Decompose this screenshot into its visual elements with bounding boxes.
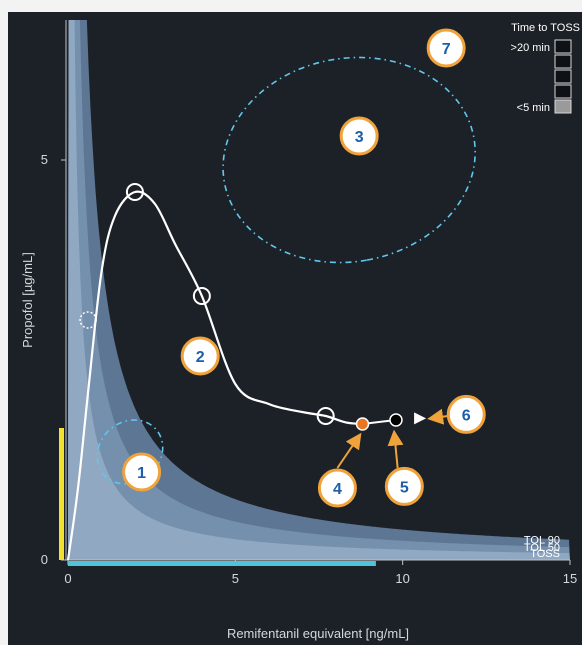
legend-swatch [554,39,572,54]
x-tick-label: 15 [563,571,577,586]
x-axis-title: Remifentanil equivalent [ng/mL] [227,626,409,641]
legend-swatch [554,54,572,69]
legend-top-label: >20 min [511,42,550,54]
band-toss [68,20,570,560]
callout-badge-3 [339,116,379,156]
callout-pointer-arrow [427,408,448,425]
current-state-marker [355,417,370,431]
callout-badge-2 [180,336,220,376]
prediction-arrowhead [414,412,427,425]
y-tick-label: 5 [41,152,48,167]
band-label-tol-90: TOL 90 [524,534,560,546]
legend-bottom-label: <5 min [517,102,550,114]
callout-badge-6 [446,394,486,434]
callout-number-1: 1 [137,465,146,482]
callout-number-4: 4 [333,481,342,498]
band-label-tol-50: TOL 50 [524,542,560,554]
callout-badge-7 [426,28,466,68]
y-axis-title: Propofol [µg/mL] [20,252,35,348]
remifentanil-dose-bar [68,561,376,566]
callout-number-6: 6 [462,407,471,424]
time-to-toss-legend: Time to TOSS >20 min <5 min [511,22,580,114]
propofol-dose-bar [59,428,64,560]
x-tick-label: 5 [232,571,239,586]
callout-pointer-arrow [387,429,404,469]
callout-badge-5 [384,466,424,506]
past-state-marker [125,183,144,201]
legend-title: Time to TOSS [511,22,580,34]
x-tick-label: 0 [64,571,71,586]
callout-number-5: 5 [400,479,409,496]
trajectory-line [66,190,363,561]
past-state-marker [192,287,211,305]
legend-swatch [554,99,572,114]
band-label-toss: TOSS [530,548,560,560]
callout-badge-1 [122,452,162,492]
x-tick-label: 10 [395,571,409,586]
y-tick-label: 0 [41,552,48,567]
callout-number-7: 7 [442,41,451,58]
dose-bars [59,428,376,566]
callout-pointer-arrow [336,432,362,469]
past-state-marker [316,407,335,425]
callouts: 1 2 3 4 5 6 7 [122,28,486,508]
legend-swatch [554,84,572,99]
callout-badge-4 [317,468,357,508]
trajectory [66,183,427,561]
past-state-marker-dashed [79,311,97,329]
callout-number-2: 2 [196,349,205,366]
legend-swatch [554,69,572,84]
predicted-state-marker [389,413,403,427]
callout-number-3: 3 [355,129,364,146]
